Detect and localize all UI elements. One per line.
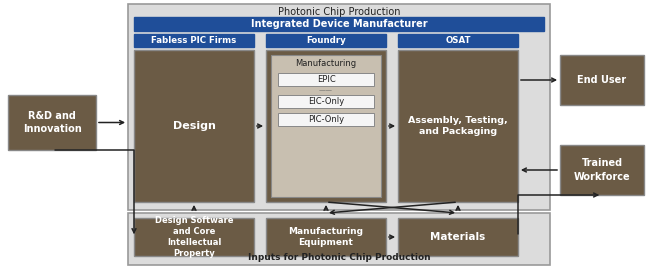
Bar — [560, 55, 644, 105]
Bar — [266, 218, 386, 256]
Text: Assembly, Testing,
and Packaging: Assembly, Testing, and Packaging — [408, 116, 508, 136]
Bar — [8, 95, 96, 150]
Text: Integrated Device Manufacturer: Integrated Device Manufacturer — [251, 19, 427, 29]
Text: Trained
Workforce: Trained Workforce — [574, 158, 630, 182]
Bar — [278, 113, 374, 126]
Text: Materials: Materials — [430, 232, 486, 242]
Bar — [134, 34, 254, 47]
Text: Manufacturing: Manufacturing — [296, 59, 357, 69]
Text: Design Software
and Core
Intellectual
Property: Design Software and Core Intellectual Pr… — [155, 216, 233, 258]
Bar — [134, 50, 254, 202]
Text: R&D and
Innovation: R&D and Innovation — [23, 111, 81, 134]
Bar — [128, 213, 550, 265]
Text: End User: End User — [577, 75, 627, 85]
Bar — [398, 50, 518, 202]
Bar — [278, 95, 374, 108]
Bar — [560, 145, 644, 195]
Text: EIC-Only: EIC-Only — [308, 97, 344, 106]
Text: EPIC: EPIC — [317, 75, 335, 84]
Bar — [134, 17, 544, 31]
Text: Design: Design — [172, 121, 215, 131]
Text: Manufacturing
Equipment: Manufacturing Equipment — [289, 227, 363, 247]
Text: Photonic Chip Production: Photonic Chip Production — [278, 7, 400, 17]
Text: Inputs for Photonic Chip Production: Inputs for Photonic Chip Production — [248, 254, 430, 262]
Bar — [398, 218, 518, 256]
Bar — [278, 73, 374, 86]
Text: PIC-Only: PIC-Only — [308, 115, 344, 124]
Bar — [266, 34, 386, 47]
Text: Foundry: Foundry — [306, 36, 346, 45]
Text: OSAT: OSAT — [445, 36, 471, 45]
Bar — [266, 50, 386, 202]
Bar — [134, 218, 254, 256]
Bar — [271, 55, 381, 197]
Text: ——: —— — [319, 87, 333, 93]
Bar — [128, 4, 550, 210]
Bar — [398, 34, 518, 47]
Text: Fabless PIC Firms: Fabless PIC Firms — [151, 36, 237, 45]
